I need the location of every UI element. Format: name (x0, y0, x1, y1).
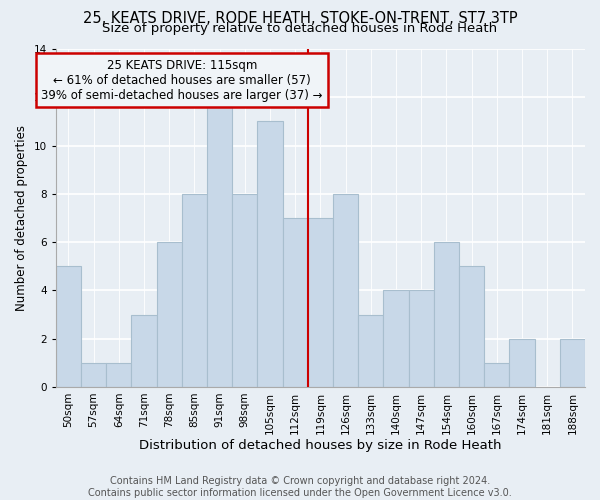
Bar (131, 314, 157, 387)
Text: Contains HM Land Registry data © Crown copyright and database right 2024.
Contai: Contains HM Land Registry data © Crown c… (88, 476, 512, 498)
Bar (207, 98, 232, 387)
Bar (157, 242, 182, 387)
X-axis label: Distribution of detached houses by size in Rode Heath: Distribution of detached houses by size … (139, 440, 502, 452)
Bar (509, 338, 535, 387)
Text: 25, KEATS DRIVE, RODE HEATH, STOKE-ON-TRENT, ST7 3TP: 25, KEATS DRIVE, RODE HEATH, STOKE-ON-TR… (83, 11, 517, 26)
Bar (434, 242, 459, 387)
Bar (257, 122, 283, 387)
Bar (383, 290, 409, 387)
Bar (283, 218, 308, 387)
Bar (484, 363, 509, 387)
Bar (560, 338, 585, 387)
Bar (308, 218, 333, 387)
Bar (358, 314, 383, 387)
Bar (56, 266, 81, 387)
Bar (106, 363, 131, 387)
Y-axis label: Number of detached properties: Number of detached properties (15, 125, 28, 311)
Bar (81, 363, 106, 387)
Bar (459, 266, 484, 387)
Bar (182, 194, 207, 387)
Bar (409, 290, 434, 387)
Bar (232, 194, 257, 387)
Bar (333, 194, 358, 387)
Text: Size of property relative to detached houses in Rode Heath: Size of property relative to detached ho… (103, 22, 497, 35)
Text: 25 KEATS DRIVE: 115sqm
← 61% of detached houses are smaller (57)
39% of semi-det: 25 KEATS DRIVE: 115sqm ← 61% of detached… (41, 58, 323, 102)
